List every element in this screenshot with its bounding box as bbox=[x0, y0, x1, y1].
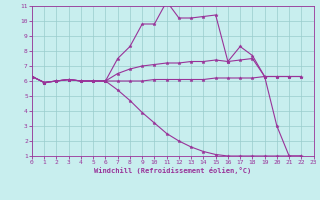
X-axis label: Windchill (Refroidissement éolien,°C): Windchill (Refroidissement éolien,°C) bbox=[94, 167, 252, 174]
